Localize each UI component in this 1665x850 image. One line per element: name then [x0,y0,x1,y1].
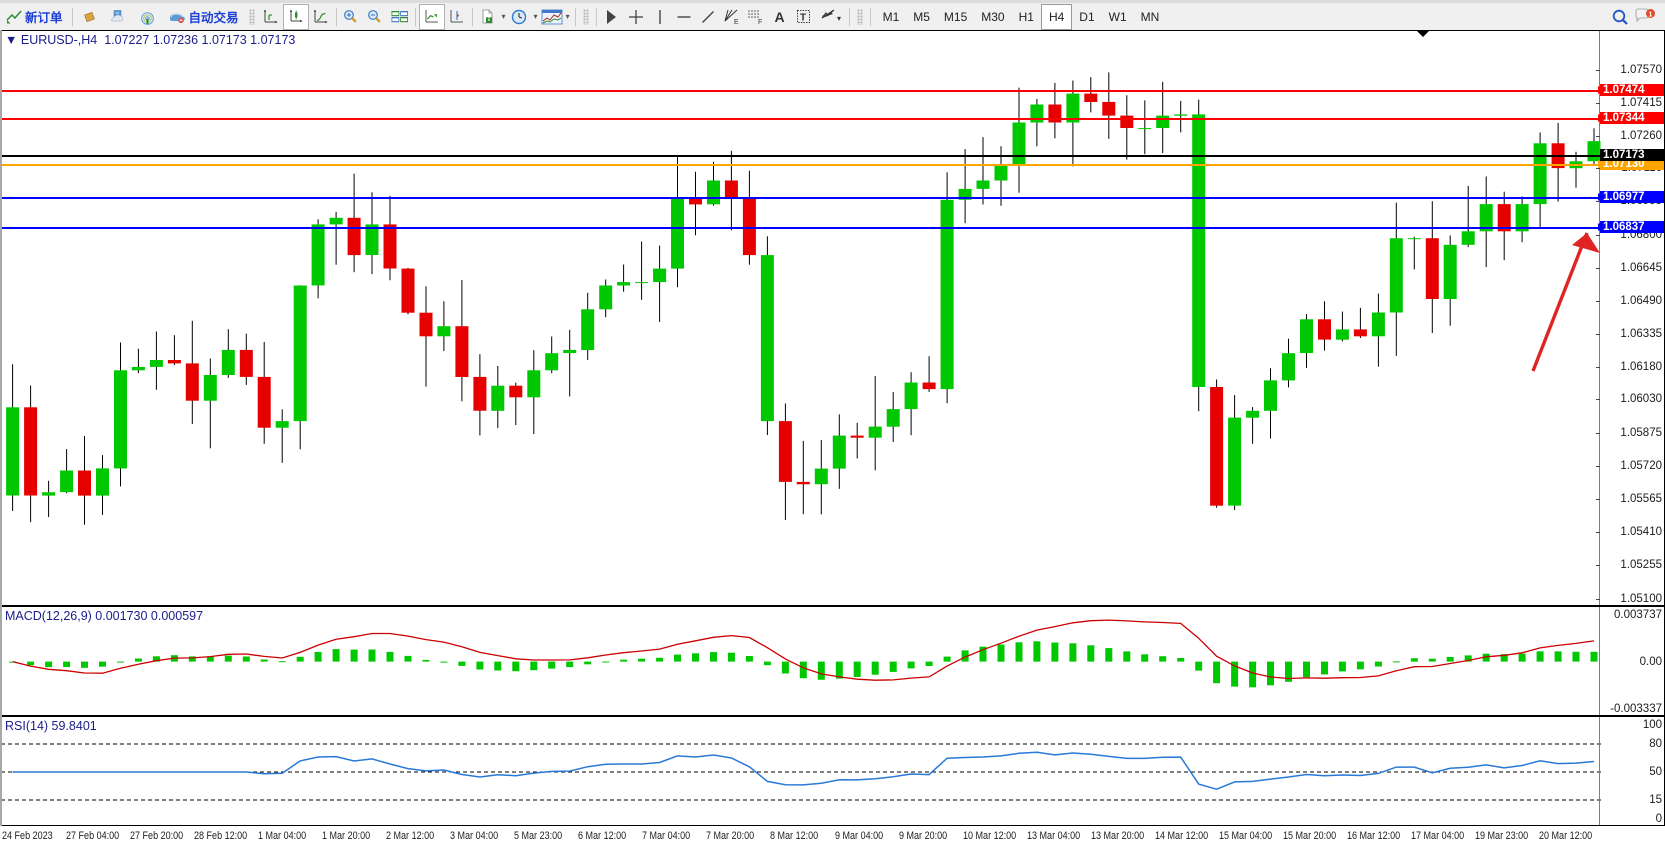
svg-text:E: E [734,19,739,25]
svg-text:▾: ▾ [837,14,841,23]
svg-text:1: 1 [1649,11,1653,18]
svg-text:F: F [758,19,762,25]
svg-text:T: T [800,12,806,23]
